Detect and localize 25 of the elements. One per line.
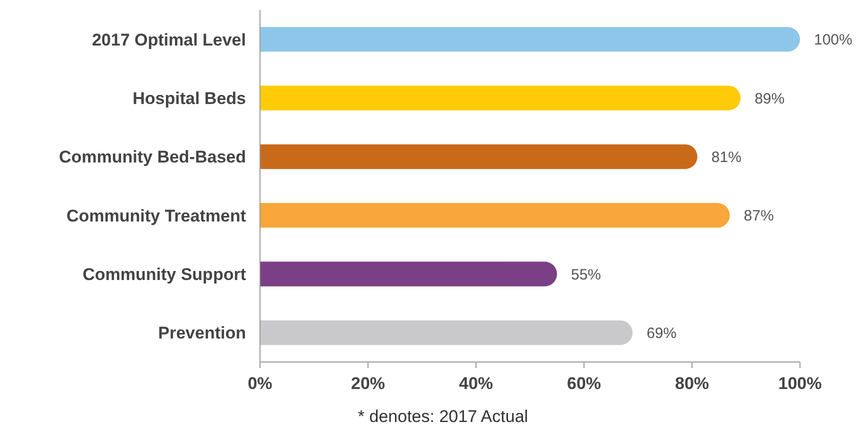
text: * denotes: 2017 Actual bbox=[358, 407, 528, 426]
y-tick-label: 2017 Optimal Level bbox=[92, 30, 246, 50]
data-label: 87% bbox=[744, 208, 774, 225]
bar bbox=[260, 27, 800, 52]
data-label: 81% bbox=[711, 148, 742, 166]
bar bbox=[260, 144, 698, 169]
y-tick-label: Hospital Beds bbox=[132, 88, 246, 108]
x-tick-label: 20% bbox=[350, 374, 386, 393]
y-tick-label: Community Bed-Based bbox=[58, 148, 246, 167]
x-tick-label: 0% bbox=[248, 374, 272, 393]
data-label: 100% bbox=[814, 32, 852, 49]
y-tick-label: Prevention bbox=[158, 324, 246, 343]
x-tick-label: 100% bbox=[778, 374, 822, 393]
x-tick-label: 40% bbox=[458, 374, 494, 393]
x-tick-label: 80% bbox=[674, 374, 710, 393]
bar bbox=[260, 320, 633, 345]
y-tick-label: Community Treatment bbox=[66, 206, 246, 226]
bar bbox=[260, 203, 730, 228]
data-label: 69% bbox=[646, 324, 677, 342]
bar bbox=[260, 262, 557, 286]
x-tick-label: 60% bbox=[566, 374, 602, 393]
y-tick-label: Community Support bbox=[82, 264, 246, 284]
data-label: 55% bbox=[571, 266, 602, 284]
bar bbox=[260, 86, 741, 110]
data-label: 89% bbox=[754, 90, 785, 108]
